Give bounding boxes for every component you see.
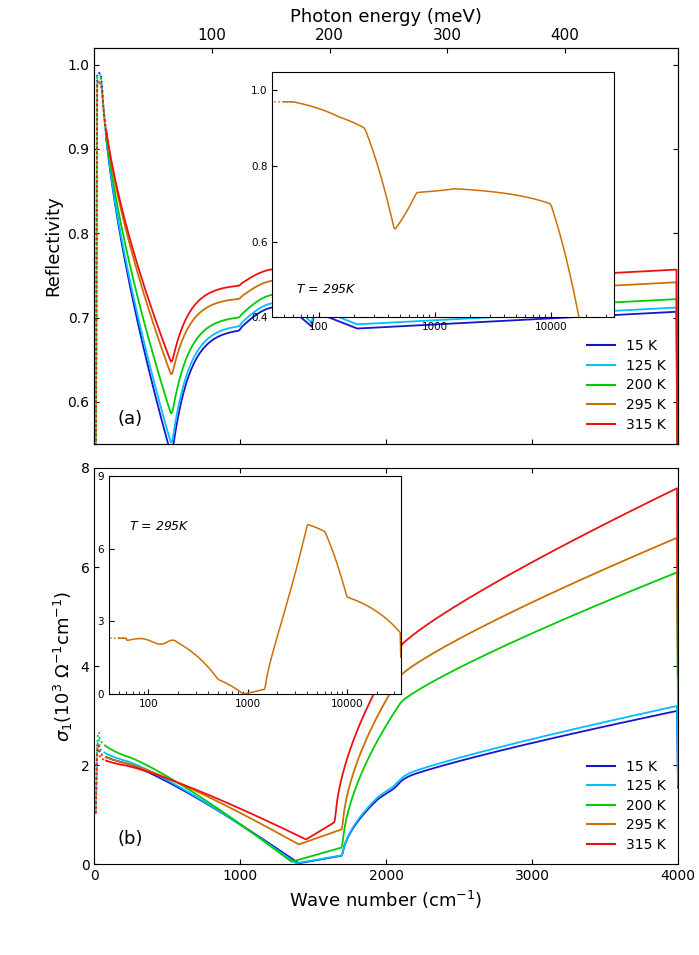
Y-axis label: Reflectivity: Reflectivity	[44, 196, 62, 296]
Text: (b): (b)	[117, 831, 143, 848]
X-axis label: Photon energy (meV): Photon energy (meV)	[290, 9, 482, 27]
Text: (a): (a)	[117, 411, 143, 428]
X-axis label: Wave number (cm$^{-1}$): Wave number (cm$^{-1}$)	[289, 889, 483, 911]
Y-axis label: $\sigma_1$(10$^3$ $\Omega^{-1}$cm$^{-1}$): $\sigma_1$(10$^3$ $\Omega^{-1}$cm$^{-1}$…	[52, 590, 75, 742]
Legend: 15 K, 125 K, 200 K, 295 K, 315 K: 15 K, 125 K, 200 K, 295 K, 315 K	[582, 754, 671, 858]
Legend: 15 K, 125 K, 200 K, 295 K, 315 K: 15 K, 125 K, 200 K, 295 K, 315 K	[582, 334, 671, 437]
